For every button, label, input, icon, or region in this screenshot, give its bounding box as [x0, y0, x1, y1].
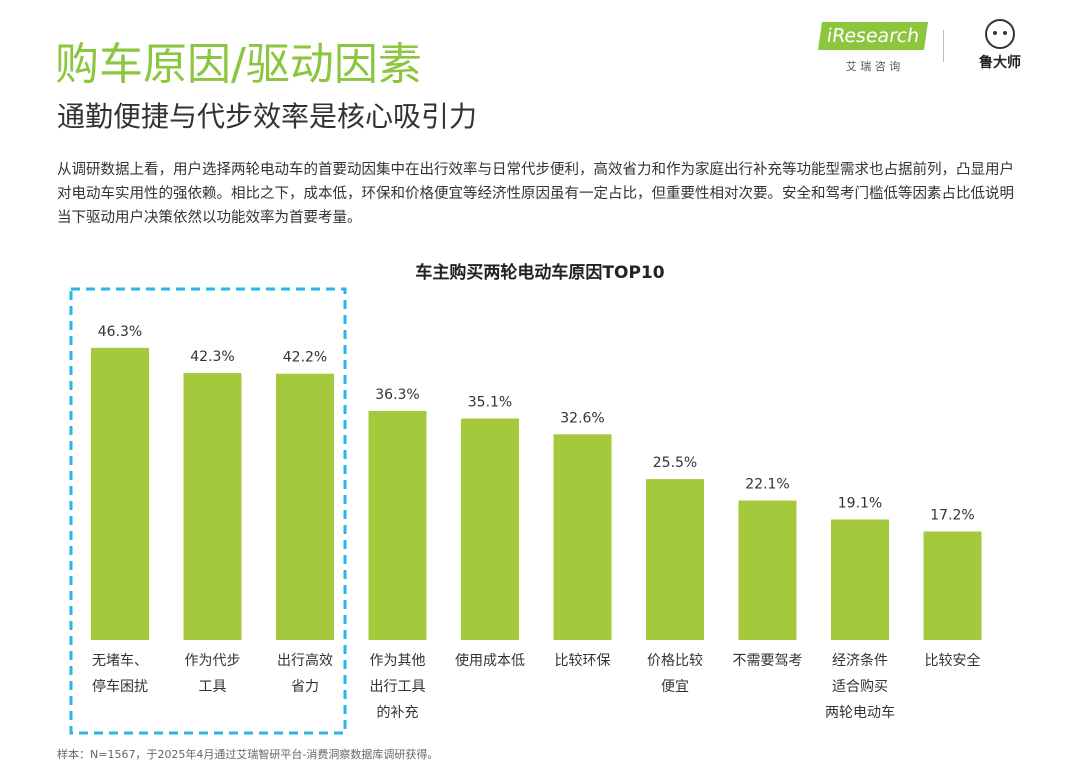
value-label: 35.1%: [468, 395, 512, 411]
value-label: 46.3%: [98, 324, 142, 340]
value-label: 36.3%: [375, 387, 419, 403]
bar: [646, 479, 704, 640]
value-label: 32.6%: [560, 410, 604, 426]
logo-divider: [943, 30, 944, 62]
page-title: 购车原因/驱动因素: [55, 39, 422, 90]
value-label: 19.1%: [838, 495, 882, 511]
value-label: 42.2%: [283, 350, 327, 366]
value-label: 17.2%: [930, 507, 974, 523]
x-tick-label: 比较安全: [924, 653, 981, 669]
description: 从调研数据上看，用户选择两轮电动车的首要动因集中在出行效率与日常代步便利，高效省…: [57, 162, 1014, 226]
value-label: 22.1%: [745, 477, 789, 493]
highlight-box: [69, 287, 347, 735]
logo-brand-cn: 艾 瑞 咨 询: [845, 60, 901, 73]
page-subtitle: 通勤便捷与代步效率是核心吸引力: [57, 100, 478, 133]
x-tick-label: 价格比较 便宜: [647, 653, 703, 695]
logo-partner: 鲁大师: [979, 55, 1021, 71]
value-label: 25.5%: [653, 455, 697, 471]
x-tick-label: 出行高效 省力: [277, 653, 333, 695]
bar: [276, 373, 334, 640]
value-label: 42.3%: [190, 349, 234, 365]
x-tick-label: 不需要驾考: [732, 653, 803, 669]
bar: [368, 410, 427, 640]
bar: [461, 418, 519, 640]
x-tick-label: 使用成本低: [455, 653, 525, 669]
x-tick-label: 作为其他 出行工具 的补充: [369, 653, 426, 721]
x-tick-label: 经济条件 适合购买 两轮电动车: [825, 653, 895, 721]
bar: [923, 531, 982, 640]
footnote: 样本：N=1567，于2025年4月通过艾瑞智研平台-消费洞察数据库调研获得。: [57, 748, 439, 761]
x-tick-label: 作为代步 工具: [184, 653, 241, 695]
bar: [831, 519, 889, 640]
logo-face: [985, 19, 1015, 49]
chart-title: 车主购买两轮电动车原因TOP10: [415, 263, 665, 283]
bar: [553, 434, 612, 640]
bar: [183, 373, 242, 640]
x-tick-label: 比较环保: [554, 653, 611, 669]
x-tick-label: 无堵车、 停车困扰: [92, 653, 148, 695]
bar: [91, 347, 149, 640]
bar: [738, 500, 797, 640]
